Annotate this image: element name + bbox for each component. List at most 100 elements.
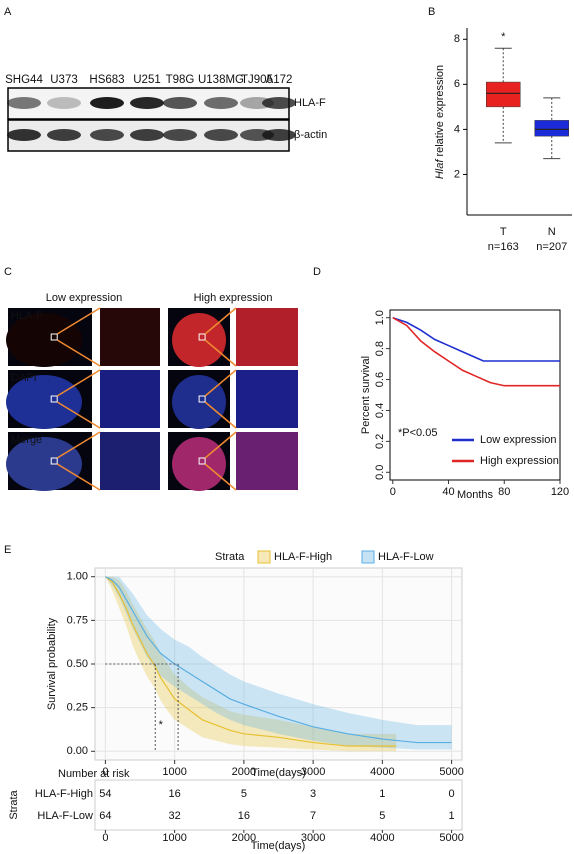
lane-label: HS683 xyxy=(89,74,124,86)
zoom-line xyxy=(56,369,101,397)
risk-table-box xyxy=(94,779,463,831)
panel-label: E xyxy=(4,544,11,556)
risk-count: 54 xyxy=(99,788,111,800)
risk-count: 16 xyxy=(238,810,250,822)
image-row-label: Merge xyxy=(11,434,42,446)
y-tick-label: 0.6 xyxy=(374,372,386,387)
roi-box xyxy=(198,395,206,403)
risk-row-label: HLA-F-High xyxy=(35,788,93,800)
y-tick-label: 0.8 xyxy=(374,341,386,356)
zoom-line xyxy=(204,431,237,459)
x-tick-label: 40 xyxy=(442,486,454,498)
x-tick-label: 2000 xyxy=(232,766,256,778)
panel-label: C xyxy=(4,266,12,278)
annotation: *P<0.05 xyxy=(398,427,437,439)
lane-label: SHG44 xyxy=(5,74,43,86)
zoom-image xyxy=(100,370,160,428)
blot-bands xyxy=(7,97,296,141)
ci-band xyxy=(105,576,397,752)
blot-band xyxy=(7,97,41,109)
zoom-line xyxy=(204,307,237,335)
image-column-label: Low expression xyxy=(46,292,122,304)
y-axis-label: Percent survival xyxy=(360,356,372,434)
risk-count: 5 xyxy=(379,810,385,822)
y-tick-label: 4 xyxy=(454,123,460,135)
legend-label: High expression xyxy=(480,455,559,467)
tissue xyxy=(6,437,82,491)
image-column-label: High expression xyxy=(194,292,273,304)
x-tick-label: 120 xyxy=(551,486,569,498)
blot-band xyxy=(90,97,124,109)
blot-band xyxy=(163,129,197,141)
zoom-line xyxy=(204,369,237,397)
legend-label: HLA-F-Low xyxy=(378,551,434,563)
x-tick-label: 3000 xyxy=(301,766,325,778)
blot-band xyxy=(47,129,81,141)
y-tick-label: 0.0 xyxy=(374,465,386,480)
roi-box xyxy=(50,333,58,341)
zoom-image xyxy=(100,308,160,366)
risk-side-label: Strata xyxy=(8,789,20,819)
y-axis-label-gene: Hlaf xyxy=(434,159,446,180)
risk-count: 7 xyxy=(310,810,316,822)
lane-label: U138MG xyxy=(198,74,244,86)
x-tick-label: 0 xyxy=(102,832,108,844)
zoom-line xyxy=(204,339,237,367)
zoom-line xyxy=(56,339,101,367)
blot-band xyxy=(90,129,124,141)
zoom-line xyxy=(56,463,101,491)
blot-row-label: HLA-F xyxy=(294,97,326,109)
y-axis-label: Survival probability xyxy=(46,617,58,710)
risk-count: 0 xyxy=(449,788,455,800)
x-tick-label: 0 xyxy=(102,766,108,778)
survival-curve xyxy=(105,576,397,747)
risk-count: 5 xyxy=(241,788,247,800)
box xyxy=(534,120,569,137)
blot-band xyxy=(262,97,296,109)
zoom-image xyxy=(236,308,298,366)
x-tick-label: 4000 xyxy=(370,832,394,844)
risk-count: 1 xyxy=(379,788,385,800)
zoom-line xyxy=(56,431,101,459)
legend-label: HLA-F-High xyxy=(274,551,332,563)
panel-label: B xyxy=(428,6,435,18)
survival-curve xyxy=(392,317,560,387)
zoom-line xyxy=(56,401,101,429)
annotation: * xyxy=(501,31,506,43)
x-tick-label: 2000 xyxy=(232,832,256,844)
x-tick-label: T xyxy=(500,226,507,238)
blot-band xyxy=(204,97,238,109)
panel-label: A xyxy=(4,6,12,18)
blot-band xyxy=(130,129,164,141)
lane-label: T98G xyxy=(166,74,195,86)
y-tick-label: 2 xyxy=(454,168,460,180)
y-tick-label: 1.0 xyxy=(374,310,386,325)
x-axis-label: Time(days) xyxy=(251,767,306,779)
legend-title: Strata xyxy=(215,551,245,563)
x-tick-label: 3000 xyxy=(301,832,325,844)
blot-band xyxy=(7,129,41,141)
x-tick-label: N xyxy=(548,226,556,238)
blot-band xyxy=(204,129,238,141)
blot-band xyxy=(262,129,296,141)
ci-band xyxy=(105,576,452,750)
zoom-line xyxy=(56,307,101,335)
lane-label: U251 xyxy=(133,74,161,86)
panel-label: D xyxy=(313,266,321,278)
risk-table-title: Number at risk xyxy=(58,768,130,780)
x-tick-label: 1000 xyxy=(162,832,186,844)
lane-label: U373 xyxy=(50,74,78,86)
blot-band xyxy=(47,97,81,109)
annotation: * xyxy=(159,719,164,731)
x-tick-label: 5000 xyxy=(439,766,463,778)
y-tick-label: 0.2 xyxy=(374,434,386,449)
risk-count: 16 xyxy=(169,788,181,800)
x-axis-label: Time(days) xyxy=(251,840,306,852)
y-tick-label: 0.75 xyxy=(67,614,88,626)
survival-curve xyxy=(392,316,560,362)
y-tick-label: 1.00 xyxy=(67,571,88,583)
tissue xyxy=(6,375,82,429)
x-tick-label: 1000 xyxy=(162,766,186,778)
box xyxy=(486,81,521,108)
